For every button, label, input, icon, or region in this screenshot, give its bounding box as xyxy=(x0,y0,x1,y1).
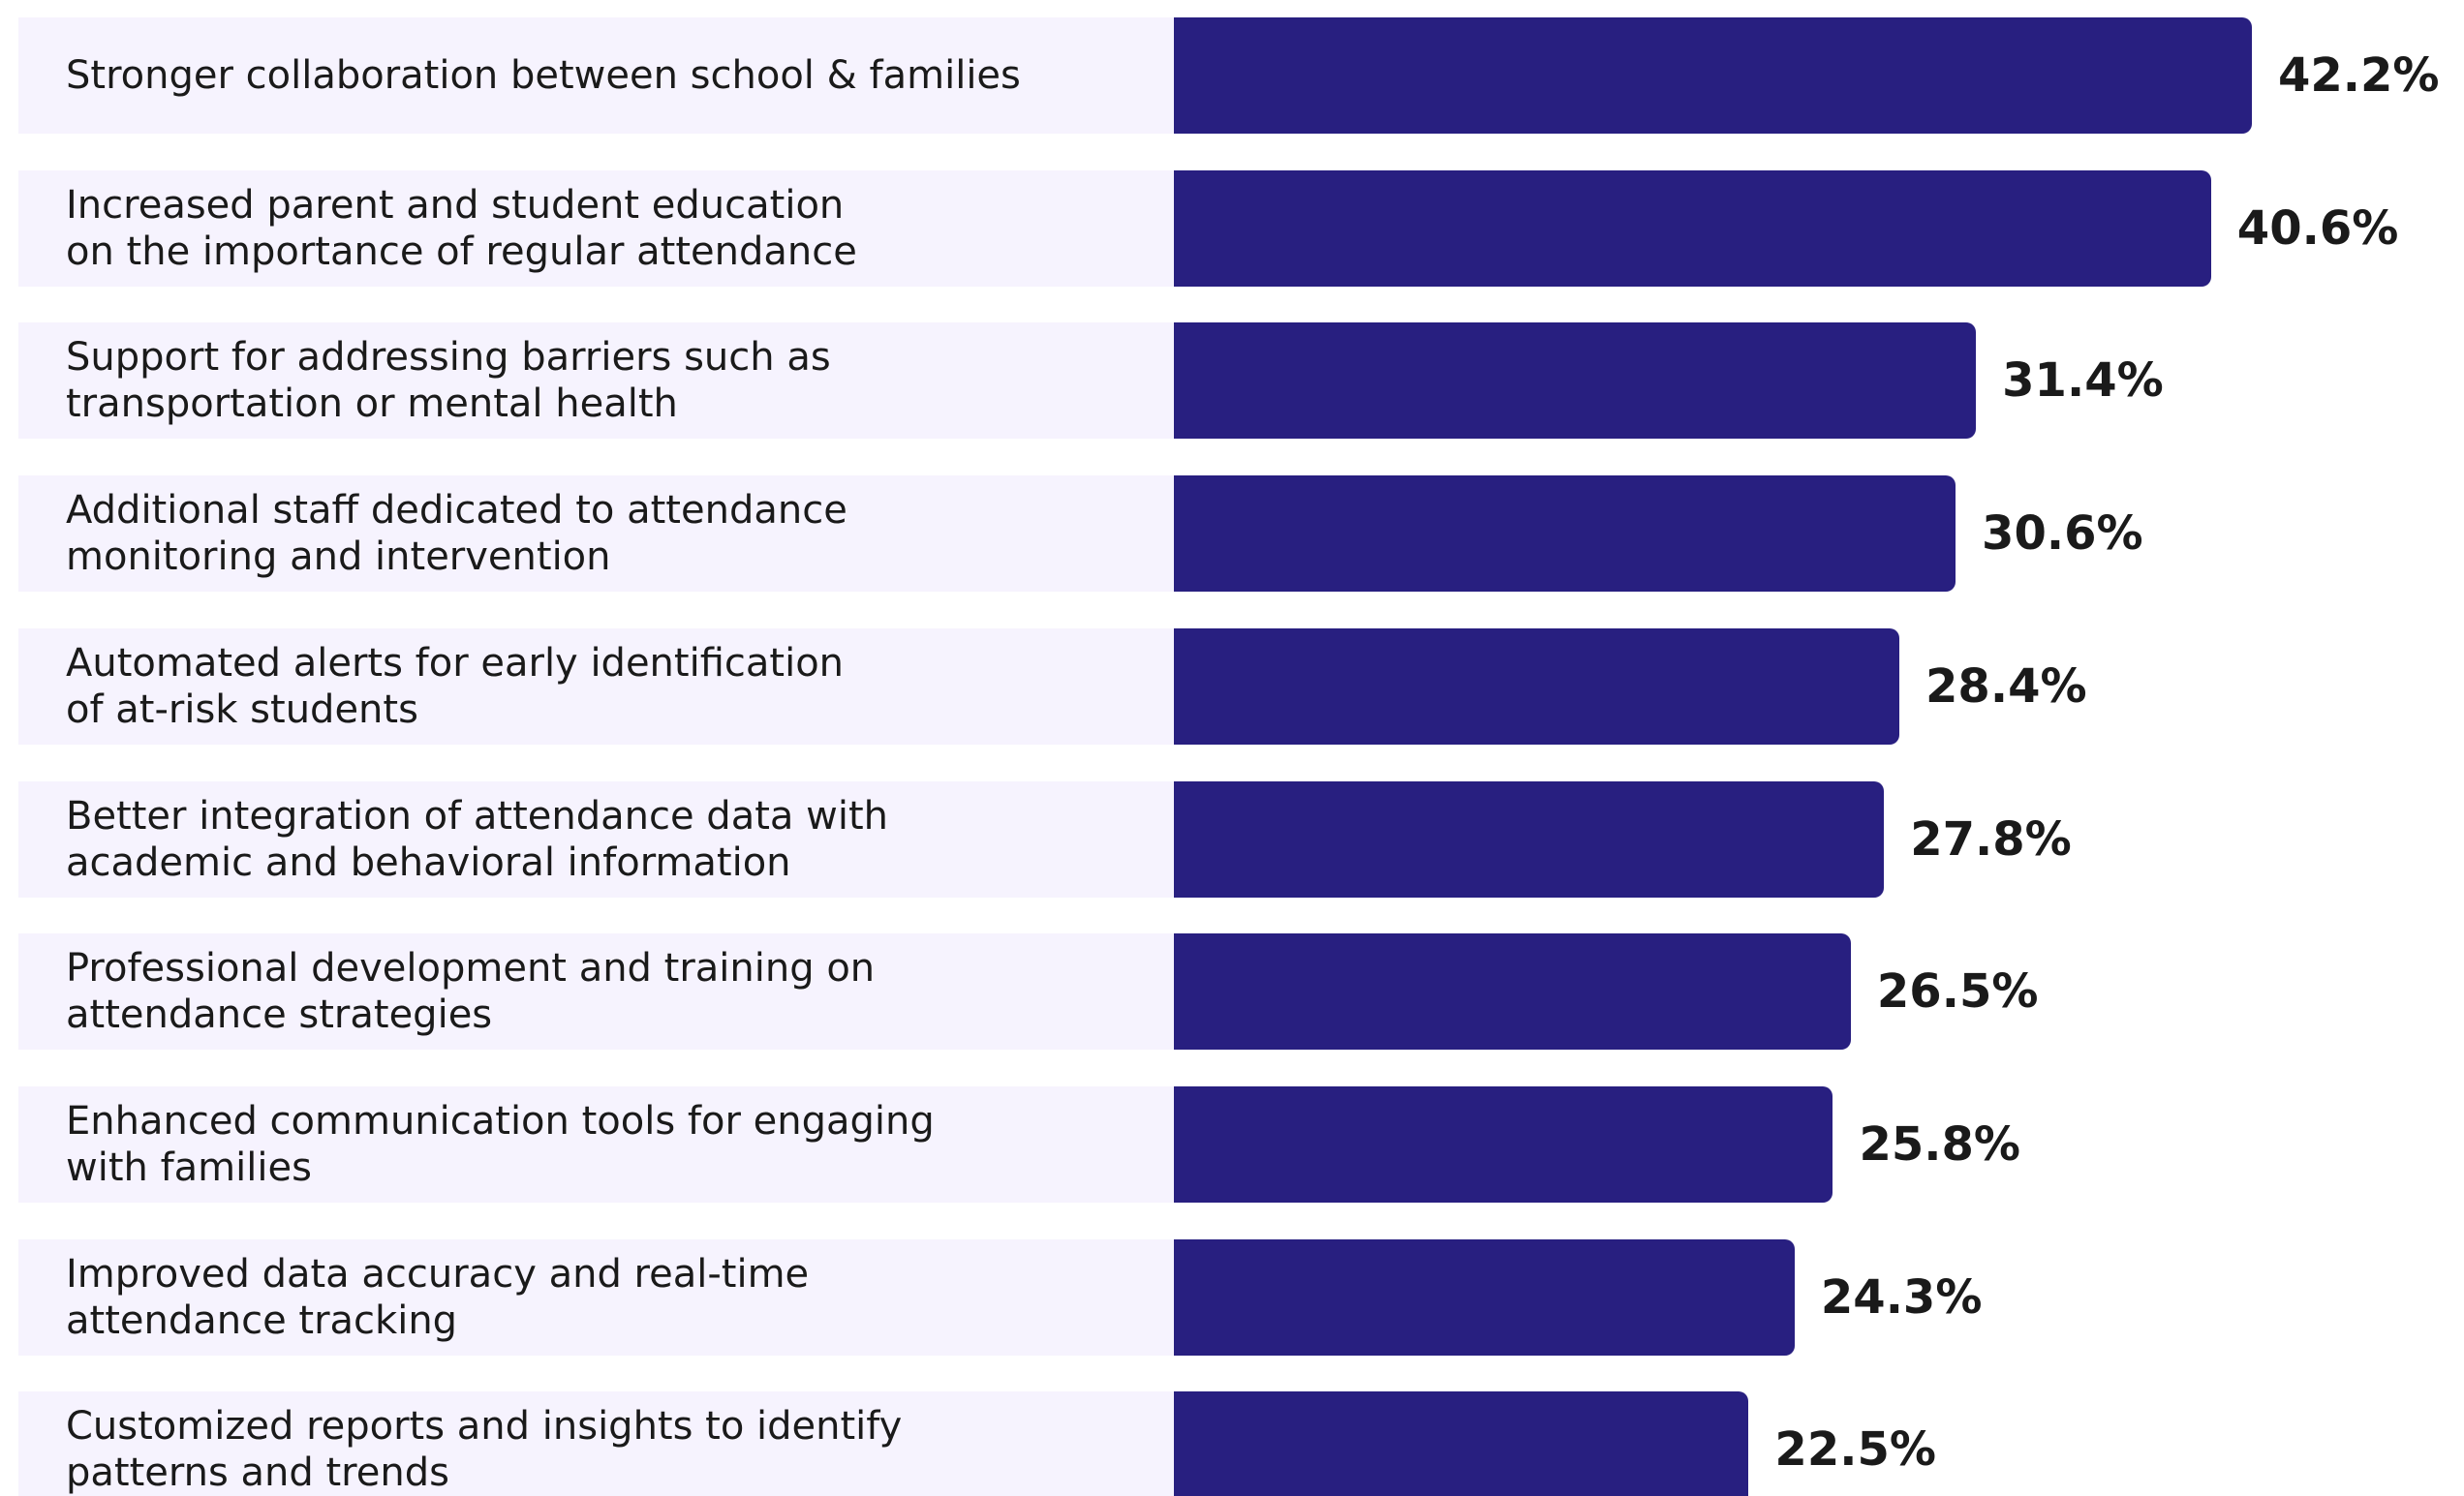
bar xyxy=(1174,1238,1795,1356)
category-label: Customized reports and insights to ident… xyxy=(66,1404,903,1496)
bar xyxy=(1174,17,2252,134)
category-label: Stronger collaboration between school & … xyxy=(66,53,1021,98)
value-label: 30.6% xyxy=(1982,506,2143,562)
category-label: Enhanced communication tools for engagin… xyxy=(66,1098,935,1190)
bar xyxy=(1174,933,1851,1051)
bar xyxy=(1174,1085,1833,1203)
category-label: Improved data accuracy and real-time att… xyxy=(66,1251,810,1343)
bar xyxy=(1174,1391,1749,1496)
row-background xyxy=(18,475,1174,593)
category-label: Professional development and training on… xyxy=(66,946,876,1038)
row-background xyxy=(18,780,1174,898)
row-background xyxy=(18,169,1174,287)
value-label: 26.5% xyxy=(1876,964,2039,1020)
bar xyxy=(1174,322,1977,440)
bar xyxy=(1174,627,1900,745)
row-background xyxy=(18,17,1174,134)
row-background xyxy=(18,627,1174,745)
value-label: 24.3% xyxy=(1820,1269,1983,1325)
bar xyxy=(1174,475,1956,593)
bar xyxy=(1174,169,2211,287)
value-label: 27.8% xyxy=(1910,811,2072,867)
row-background xyxy=(18,933,1174,1051)
value-label: 22.5% xyxy=(1774,1422,1936,1478)
row-background xyxy=(18,322,1174,440)
row-background xyxy=(18,1238,1174,1356)
category-label: Support for addressing barriers such as … xyxy=(66,335,831,427)
value-label: 28.4% xyxy=(1925,658,2087,714)
row-background xyxy=(18,1085,1174,1203)
row-background xyxy=(18,1391,1174,1496)
bar xyxy=(1174,780,1885,898)
value-label: 25.8% xyxy=(1859,1116,2020,1172)
value-label: 40.6% xyxy=(2236,200,2399,256)
category-label: Increased parent and student education o… xyxy=(66,182,857,274)
category-label: Automated alerts for early identificatio… xyxy=(66,640,845,732)
value-label: 31.4% xyxy=(2002,353,2164,409)
category-label: Additional staff dedicated to attendance… xyxy=(66,488,847,580)
value-label: 42.2% xyxy=(2278,48,2440,103)
category-label: Better integration of attendance data wi… xyxy=(66,793,888,885)
